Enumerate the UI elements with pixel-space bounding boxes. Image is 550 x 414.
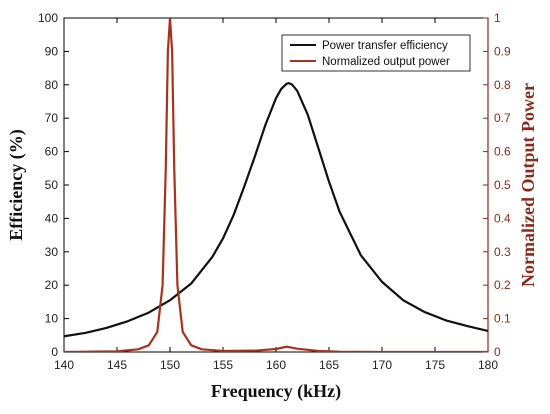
y-left-tick-label: 100 bbox=[38, 11, 58, 25]
legend-label-efficiency: Power transfer efficiency bbox=[322, 40, 448, 52]
x-tick-label: 160 bbox=[266, 358, 286, 372]
y-right-tick-label: 1 bbox=[494, 11, 501, 25]
x-tick-label: 150 bbox=[160, 358, 180, 372]
x-axis-title: Frequency (kHz) bbox=[211, 381, 341, 402]
y-left-tick-label: 10 bbox=[45, 312, 59, 326]
series-efficiency-line bbox=[64, 82, 488, 338]
y-right-tick-label: 0 bbox=[494, 345, 501, 359]
y-left-tick-label: 90 bbox=[45, 44, 59, 58]
y-right-tick-label: 0.2 bbox=[494, 278, 511, 292]
y-right-tick-label: 0.9 bbox=[494, 44, 511, 58]
series-layer bbox=[64, 18, 488, 352]
y-left-tick-label: 0 bbox=[51, 345, 58, 359]
legend: Power transfer efficiency Normalized out… bbox=[281, 34, 471, 72]
x-tick-label: 170 bbox=[372, 358, 392, 372]
y-right-tick-label: 0.1 bbox=[494, 312, 511, 326]
y-left-tick-label: 30 bbox=[45, 245, 59, 259]
y-left-tick-label: 40 bbox=[45, 211, 59, 225]
plot-area bbox=[63, 17, 489, 353]
y-axis-left-title: Efficiency (%) bbox=[6, 129, 27, 240]
x-tick-label: 155 bbox=[213, 358, 233, 372]
x-tick-label: 145 bbox=[107, 358, 127, 372]
y-axis-right-title: Normalized Output Power bbox=[518, 83, 538, 287]
y-right-tick-label: 0.6 bbox=[494, 145, 511, 159]
y-left-tick-label: 70 bbox=[45, 111, 59, 125]
y-left-tick-label: 60 bbox=[45, 145, 59, 159]
y-left-tick-label: 20 bbox=[45, 278, 59, 292]
axis-ticks: 140 145 150 155 160 165 170 175 1800102030405060… bbox=[38, 11, 511, 372]
y-right-tick-label: 0.7 bbox=[494, 111, 511, 125]
y-left-tick-label: 80 bbox=[45, 78, 59, 92]
y-right-tick-label: 0.5 bbox=[494, 178, 511, 192]
x-tick-label: 180 bbox=[478, 358, 498, 372]
x-tick-label: 140 bbox=[54, 358, 74, 372]
y-right-tick-label: 0.8 bbox=[494, 78, 511, 92]
y-right-tick-label: 0.3 bbox=[494, 245, 511, 259]
x-tick-label: 165 bbox=[319, 358, 339, 372]
legend-box bbox=[281, 34, 471, 72]
x-tick-label: 175 bbox=[425, 358, 445, 372]
y-right-tick-label: 0.4 bbox=[494, 211, 511, 225]
y-left-tick-label: 50 bbox=[45, 178, 59, 192]
legend-label-power: Normalized output power bbox=[322, 56, 450, 68]
series-power-line bbox=[64, 18, 488, 352]
